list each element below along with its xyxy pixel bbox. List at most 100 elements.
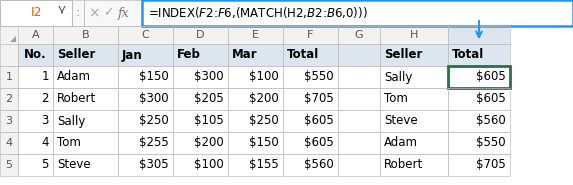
- Bar: [338, 66, 380, 88]
- Bar: [173, 66, 228, 88]
- Text: 2: 2: [5, 94, 13, 104]
- Bar: [18, 26, 53, 44]
- Bar: [118, 88, 173, 110]
- Text: $205: $205: [194, 92, 224, 105]
- Text: 4: 4: [5, 138, 13, 148]
- Bar: [118, 26, 173, 44]
- Text: Robert: Robert: [57, 92, 96, 105]
- Text: :: :: [76, 6, 80, 19]
- Bar: [338, 88, 380, 110]
- Bar: [0, 0, 72, 26]
- Bar: [338, 88, 380, 110]
- Text: =INDEX($F$2:$F$6,(MATCH(H2,$B$2:$B$6,0))): =INDEX($F$2:$F$6,(MATCH(H2,$B$2:$B$6,0))…: [148, 6, 368, 21]
- Bar: [84, 0, 142, 26]
- Bar: [72, 0, 84, 26]
- Bar: [338, 44, 380, 66]
- Bar: [448, 132, 510, 154]
- Bar: [72, 0, 84, 26]
- Bar: [228, 88, 283, 110]
- Bar: [448, 154, 510, 176]
- Text: $250: $250: [249, 115, 279, 127]
- Bar: [118, 110, 173, 132]
- Text: Tom: Tom: [57, 137, 81, 149]
- Bar: [448, 154, 510, 176]
- Bar: [173, 44, 228, 66]
- Bar: [53, 110, 118, 132]
- Bar: [53, 66, 118, 88]
- Bar: [380, 154, 448, 176]
- Bar: [53, 88, 118, 110]
- Text: 5: 5: [42, 159, 49, 171]
- Bar: [228, 44, 283, 66]
- Bar: [448, 88, 510, 110]
- Text: $155: $155: [249, 159, 279, 171]
- Bar: [53, 154, 118, 176]
- Bar: [53, 44, 118, 66]
- Bar: [18, 110, 53, 132]
- Text: $560: $560: [304, 159, 334, 171]
- Bar: [173, 110, 228, 132]
- Text: $255: $255: [139, 137, 169, 149]
- Bar: [228, 88, 283, 110]
- Bar: [338, 132, 380, 154]
- Bar: [338, 26, 380, 44]
- Text: D: D: [196, 30, 205, 40]
- Bar: [118, 44, 173, 66]
- Text: $605: $605: [476, 92, 506, 105]
- Text: $200: $200: [194, 137, 224, 149]
- Text: No.: No.: [24, 48, 47, 61]
- Text: 3: 3: [6, 116, 13, 126]
- Bar: [0, 110, 18, 132]
- Bar: [18, 132, 53, 154]
- Bar: [53, 26, 118, 44]
- Bar: [283, 154, 338, 176]
- Bar: [338, 110, 380, 132]
- Bar: [448, 66, 510, 88]
- Bar: [380, 26, 448, 44]
- Text: $300: $300: [139, 92, 169, 105]
- Bar: [228, 26, 283, 44]
- Bar: [18, 66, 53, 88]
- Text: $705: $705: [476, 159, 506, 171]
- Text: $550: $550: [476, 137, 506, 149]
- Text: Seller: Seller: [384, 48, 422, 61]
- Bar: [228, 66, 283, 88]
- Bar: [53, 132, 118, 154]
- Bar: [283, 110, 338, 132]
- Bar: [53, 110, 118, 132]
- Bar: [0, 88, 18, 110]
- Bar: [448, 110, 510, 132]
- Text: 1: 1: [41, 70, 49, 83]
- Bar: [283, 110, 338, 132]
- Text: fx: fx: [118, 6, 130, 19]
- Bar: [173, 154, 228, 176]
- Text: I2: I2: [30, 6, 42, 19]
- Text: 3: 3: [42, 115, 49, 127]
- Text: ✓: ✓: [103, 6, 113, 19]
- Text: B: B: [82, 30, 89, 40]
- Text: Sally: Sally: [57, 115, 85, 127]
- Text: $300: $300: [194, 70, 224, 83]
- Bar: [338, 154, 380, 176]
- Bar: [18, 110, 53, 132]
- Bar: [338, 110, 380, 132]
- Text: $100: $100: [249, 70, 279, 83]
- Text: Feb: Feb: [177, 48, 201, 61]
- Bar: [283, 26, 338, 44]
- Text: G: G: [355, 30, 363, 40]
- Bar: [53, 154, 118, 176]
- Text: Steve: Steve: [384, 115, 418, 127]
- Bar: [448, 26, 510, 44]
- Text: Adam: Adam: [57, 70, 91, 83]
- Bar: [380, 88, 448, 110]
- Bar: [448, 66, 510, 88]
- Bar: [0, 110, 18, 132]
- Bar: [283, 66, 338, 88]
- Text: $550: $550: [304, 70, 334, 83]
- Text: Jan: Jan: [122, 48, 143, 61]
- Bar: [380, 26, 448, 44]
- Text: Total: Total: [287, 48, 319, 61]
- Bar: [118, 66, 173, 88]
- Text: C: C: [142, 30, 150, 40]
- Text: Total: Total: [452, 48, 484, 61]
